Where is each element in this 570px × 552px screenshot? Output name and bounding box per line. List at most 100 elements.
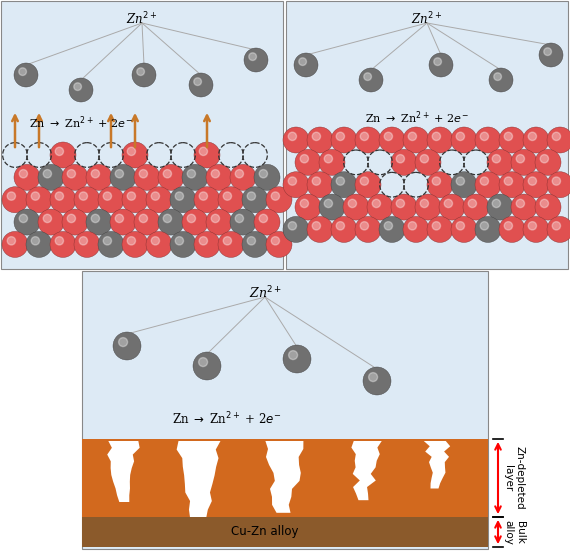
- Circle shape: [463, 194, 489, 220]
- Circle shape: [432, 132, 441, 141]
- Circle shape: [189, 73, 213, 97]
- Circle shape: [540, 155, 548, 163]
- Circle shape: [198, 358, 207, 367]
- Circle shape: [523, 172, 549, 198]
- Circle shape: [151, 237, 160, 245]
- Circle shape: [218, 187, 244, 213]
- Circle shape: [288, 177, 296, 185]
- Circle shape: [199, 192, 207, 200]
- Circle shape: [110, 209, 136, 235]
- Circle shape: [523, 127, 549, 153]
- Circle shape: [528, 177, 536, 185]
- Circle shape: [319, 194, 345, 220]
- PathPatch shape: [177, 441, 221, 518]
- Circle shape: [300, 199, 308, 208]
- Circle shape: [113, 332, 141, 360]
- Circle shape: [319, 150, 345, 176]
- Circle shape: [206, 209, 232, 235]
- Circle shape: [283, 172, 309, 198]
- Circle shape: [348, 199, 356, 208]
- Text: Cu-Zn alloy: Cu-Zn alloy: [231, 526, 299, 539]
- Text: Zn$^{2+}$: Zn$^{2+}$: [127, 10, 157, 27]
- Circle shape: [451, 216, 477, 242]
- Circle shape: [415, 194, 441, 220]
- Circle shape: [427, 127, 453, 153]
- Circle shape: [494, 73, 502, 81]
- Circle shape: [547, 172, 570, 198]
- Circle shape: [444, 199, 453, 208]
- Circle shape: [295, 194, 321, 220]
- Circle shape: [480, 177, 488, 185]
- Circle shape: [67, 169, 75, 178]
- Circle shape: [504, 222, 512, 230]
- Circle shape: [146, 231, 172, 257]
- Circle shape: [552, 222, 560, 230]
- Circle shape: [475, 127, 501, 153]
- Circle shape: [403, 216, 429, 242]
- Circle shape: [504, 132, 512, 141]
- Circle shape: [55, 237, 63, 245]
- Circle shape: [79, 237, 88, 245]
- Circle shape: [14, 164, 40, 190]
- Circle shape: [456, 222, 465, 230]
- Circle shape: [235, 214, 243, 222]
- Circle shape: [468, 199, 477, 208]
- Circle shape: [456, 177, 465, 185]
- Circle shape: [427, 216, 453, 242]
- Circle shape: [14, 63, 38, 87]
- Circle shape: [187, 214, 196, 222]
- Circle shape: [242, 231, 268, 257]
- Circle shape: [211, 169, 219, 178]
- Circle shape: [50, 231, 76, 257]
- Circle shape: [489, 68, 513, 92]
- Circle shape: [295, 150, 321, 176]
- Circle shape: [487, 194, 513, 220]
- Circle shape: [499, 172, 525, 198]
- Circle shape: [122, 142, 148, 168]
- Circle shape: [331, 172, 357, 198]
- Text: Zn $\rightarrow$ Zn$^{2+}$ + 2$e^{-}$: Zn $\rightarrow$ Zn$^{2+}$ + 2$e^{-}$: [172, 411, 282, 427]
- Circle shape: [420, 199, 429, 208]
- Circle shape: [163, 214, 172, 222]
- Bar: [82, 271, 488, 549]
- Circle shape: [528, 222, 536, 230]
- Circle shape: [230, 209, 256, 235]
- Circle shape: [408, 222, 417, 230]
- Circle shape: [74, 231, 100, 257]
- Circle shape: [247, 237, 255, 245]
- Circle shape: [134, 164, 160, 190]
- Circle shape: [487, 150, 513, 176]
- Circle shape: [187, 169, 196, 178]
- Circle shape: [50, 187, 76, 213]
- Circle shape: [7, 237, 15, 245]
- Circle shape: [363, 367, 391, 395]
- Circle shape: [266, 187, 292, 213]
- PathPatch shape: [351, 441, 382, 500]
- Circle shape: [67, 214, 75, 222]
- Circle shape: [504, 177, 512, 185]
- Circle shape: [391, 194, 417, 220]
- Circle shape: [158, 209, 184, 235]
- Circle shape: [122, 187, 148, 213]
- Circle shape: [324, 199, 332, 208]
- Circle shape: [307, 216, 333, 242]
- Circle shape: [288, 222, 296, 230]
- Circle shape: [369, 373, 377, 381]
- Circle shape: [7, 192, 15, 200]
- Circle shape: [254, 209, 280, 235]
- Circle shape: [359, 68, 383, 92]
- Circle shape: [223, 192, 231, 200]
- Circle shape: [194, 187, 220, 213]
- Circle shape: [19, 214, 27, 222]
- Circle shape: [199, 237, 207, 245]
- Circle shape: [19, 169, 27, 178]
- Circle shape: [182, 209, 208, 235]
- Circle shape: [324, 155, 332, 163]
- Circle shape: [552, 177, 560, 185]
- Circle shape: [79, 192, 88, 200]
- Circle shape: [499, 127, 525, 153]
- Circle shape: [355, 172, 381, 198]
- Circle shape: [475, 216, 501, 242]
- Circle shape: [372, 199, 381, 208]
- Circle shape: [544, 48, 552, 56]
